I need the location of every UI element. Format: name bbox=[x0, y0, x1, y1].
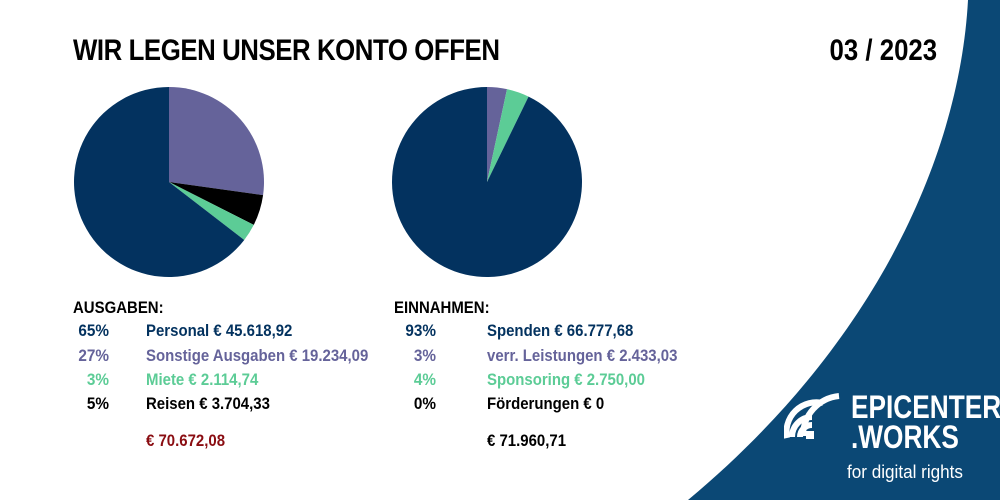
expenses-pie-chart bbox=[74, 87, 264, 277]
pie-slice-0-1 bbox=[169, 87, 264, 196]
expense-label: Reisen € 3.704,33 bbox=[146, 394, 270, 413]
income-percent: 0% bbox=[413, 394, 436, 413]
logo-line2: .WORKS bbox=[851, 419, 959, 455]
logo-line1: EPICENTER bbox=[851, 389, 1000, 425]
pie-slice-1-1 bbox=[487, 87, 508, 182]
income-heading: EINNAHMEN: bbox=[394, 298, 490, 317]
income-pie-chart bbox=[392, 87, 582, 277]
logo-tagline: for digital rights bbox=[847, 462, 963, 482]
income-percent: 4% bbox=[413, 370, 436, 389]
expense-percent: 27% bbox=[78, 346, 109, 365]
expense-label: Sonstige Ausgaben € 19.234,09 bbox=[146, 346, 369, 365]
pie-slice-0-3 bbox=[169, 182, 264, 225]
signal-waves-icon bbox=[784, 393, 840, 439]
expense-percent: 65% bbox=[78, 321, 109, 340]
income-percent: 3% bbox=[413, 346, 436, 365]
income-total: € 71.960,71 bbox=[487, 431, 567, 450]
income-label: Förderungen € 0 bbox=[487, 394, 605, 413]
expense-label: Personal € 45.618,92 bbox=[146, 321, 293, 340]
period-label: 03 / 2023 bbox=[829, 34, 937, 67]
pie-slice-0-2 bbox=[169, 182, 254, 240]
pie-slice-0-0 bbox=[74, 87, 245, 277]
expense-label: Miete € 2.114,74 bbox=[146, 370, 259, 389]
income-label: Spenden € 66.777,68 bbox=[487, 321, 634, 340]
expenses-heading: AUSGABEN: bbox=[73, 298, 164, 317]
epicenter-works-logo[interactable]: EPICENTER .WORKS for digital rights bbox=[784, 391, 1000, 492]
income-label: Sponsoring € 2.750,00 bbox=[487, 370, 645, 389]
pie-slice-1-2 bbox=[487, 89, 529, 182]
expenses-total: € 70.672,08 bbox=[146, 431, 226, 450]
income-percent: 93% bbox=[405, 321, 436, 340]
income-label: verr. Leistungen € 2.433,03 bbox=[487, 346, 678, 365]
page-title: WIR LEGEN UNSER KONTO OFFEN bbox=[73, 34, 500, 67]
pie-slice-1-0 bbox=[392, 87, 582, 277]
logo-wordmark: EPICENTER .WORKS bbox=[851, 389, 1000, 455]
expense-percent: 5% bbox=[86, 394, 109, 413]
expense-percent: 3% bbox=[86, 370, 109, 389]
